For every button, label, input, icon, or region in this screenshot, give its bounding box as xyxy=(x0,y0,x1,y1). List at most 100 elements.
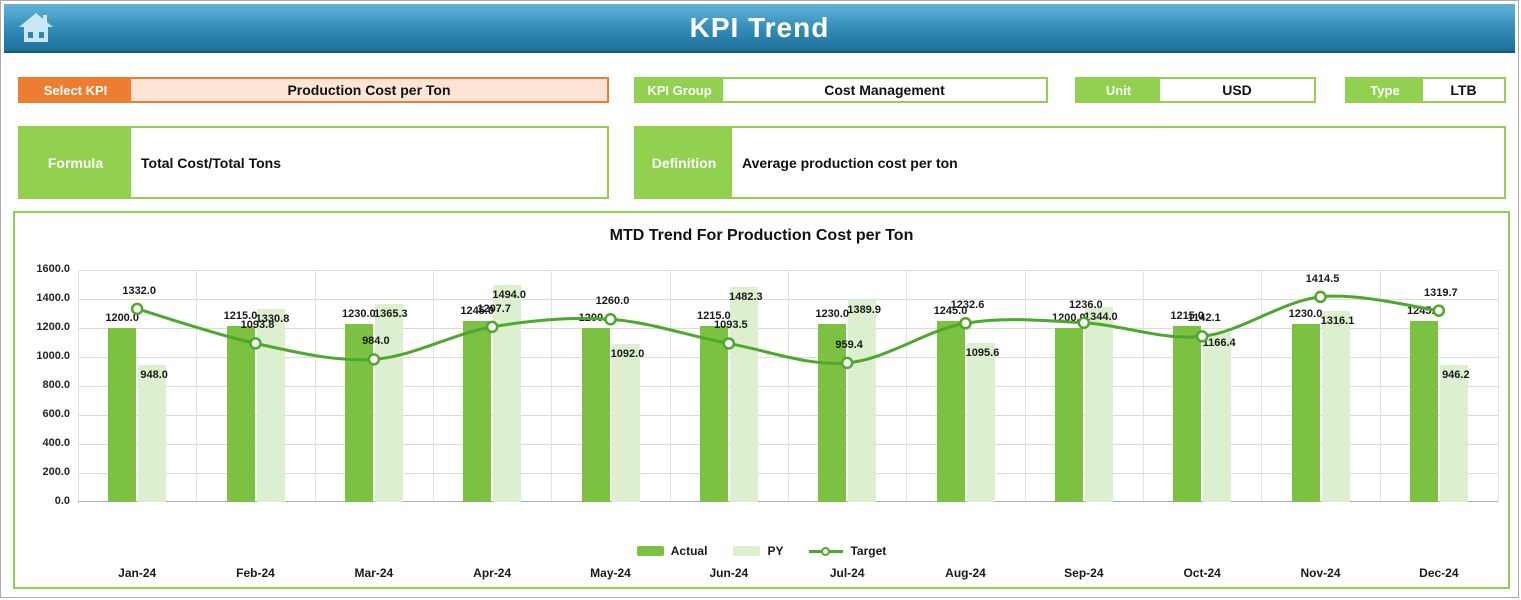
x-axis-category-label: Aug-24 xyxy=(945,566,986,580)
py-value-label: 1095.6 xyxy=(965,347,1000,360)
target-marker xyxy=(1195,330,1209,343)
legend-item-py: PY xyxy=(733,544,783,558)
chart-legend: Actual PY Target xyxy=(15,544,1508,558)
actual-bar xyxy=(699,325,728,502)
select-kpi-value[interactable]: Production Cost per Ton xyxy=(131,79,607,101)
definition-field: Definition Average production cost per t… xyxy=(634,126,1506,199)
y-axis-tick-label: 1200.0 xyxy=(36,321,70,333)
unit-label: Unit xyxy=(1077,79,1160,101)
target-value-label: 1207.7 xyxy=(477,302,511,315)
y-axis-tick-label: 600.0 xyxy=(42,408,70,420)
y-axis-tick-label: 1400.0 xyxy=(36,292,70,304)
target-marker xyxy=(722,337,736,350)
target-value-label: 1142.1 xyxy=(1187,312,1221,325)
actual-bar xyxy=(344,323,373,502)
py-value-label: 1092.0 xyxy=(610,347,645,360)
x-axis-category-label: Mar-24 xyxy=(354,566,394,580)
vertical-gridline xyxy=(788,270,789,502)
x-axis-category-label: Jul-24 xyxy=(829,566,865,580)
py-bar xyxy=(374,304,403,502)
actual-value-label: 1230.0 xyxy=(342,307,376,320)
kpi-trend-chart-panel: MTD Trend For Production Cost per Ton 0.… xyxy=(13,211,1510,589)
y-axis-tick-label: 0.0 xyxy=(54,495,70,507)
actual-bar xyxy=(226,325,255,502)
target-marker xyxy=(1314,290,1327,304)
actual-bar xyxy=(818,323,847,502)
actual-bar xyxy=(1054,328,1083,502)
actual-value-label: 1230.0 xyxy=(1288,307,1323,320)
target-value-label: 1093.8 xyxy=(240,319,275,332)
y-axis-tick-label: 1000.0 xyxy=(36,350,70,362)
py-bar xyxy=(1084,307,1113,502)
target-marker xyxy=(1432,304,1446,317)
x-axis-category-label: Oct-24 xyxy=(1183,566,1221,580)
actual-value-label: 1215.0 xyxy=(697,309,731,322)
actual-value-label: 1245.0 xyxy=(460,305,494,318)
actual-legend-swatch xyxy=(636,546,664,556)
actual-bar xyxy=(463,321,492,502)
target-marker xyxy=(1077,316,1091,330)
x-axis-line xyxy=(78,501,1498,502)
py-value-label: 1494.0 xyxy=(492,289,526,302)
select-kpi-field: Select KPI Production Cost per Ton xyxy=(18,77,609,103)
formula-label: Formula xyxy=(20,128,131,197)
target-legend-label: Target xyxy=(850,544,887,558)
vertical-gridline xyxy=(1261,270,1263,502)
target-marker xyxy=(130,302,144,316)
py-bar xyxy=(1439,364,1468,502)
vertical-gridline xyxy=(78,270,79,502)
y-axis-tick-label: 1600.0 xyxy=(36,263,70,275)
target-legend-marker xyxy=(809,546,844,557)
py-bar xyxy=(966,343,995,502)
type-field: Type LTB xyxy=(1345,77,1506,103)
x-axis-category-label: Jun-24 xyxy=(709,566,749,580)
y-axis-tick-label: 400.0 xyxy=(42,437,70,449)
py-value-label: 1344.0 xyxy=(1084,311,1118,324)
target-value-label: 1236.0 xyxy=(1069,298,1103,311)
y-axis-tick-label: 800.0 xyxy=(42,379,70,391)
header-bar: KPI Trend xyxy=(4,4,1515,53)
py-bar xyxy=(1321,311,1350,502)
home-icon xyxy=(19,13,53,42)
vertical-gridline xyxy=(314,270,316,502)
py-value-label: 1365.3 xyxy=(374,308,408,321)
x-axis-category-label: May-24 xyxy=(590,566,631,580)
plot-area: 0.0 200.0 400.0 600.0 800.0 1000.0 1200.0 1400.… xyxy=(36,263,1499,580)
x-axis-category-label: Nov-24 xyxy=(1300,566,1341,580)
vertical-gridline xyxy=(669,270,671,502)
py-value-label: 948.0 xyxy=(140,368,168,381)
legend-item-target: Target xyxy=(809,544,886,558)
target-line xyxy=(136,294,1440,365)
actual-value-label: 1200.0 xyxy=(105,312,139,324)
target-marker xyxy=(604,313,617,326)
unit-value: USD xyxy=(1160,79,1314,101)
py-bar xyxy=(611,343,640,502)
target-line-series xyxy=(130,290,1446,370)
kpi-group-field: KPI Group Cost Management xyxy=(634,77,1048,103)
target-value-label: 1319.7 xyxy=(1424,286,1458,299)
target-value-label: 1260.0 xyxy=(595,295,630,308)
actual-bar xyxy=(936,321,965,502)
py-value-label: 1330.8 xyxy=(255,313,290,326)
target-marker xyxy=(485,320,499,334)
py-bar xyxy=(1203,332,1232,502)
py-value-label: 1316.1 xyxy=(1320,315,1355,328)
home-button[interactable] xyxy=(16,10,56,48)
py-value-label: 1389.9 xyxy=(847,304,881,317)
formula-field: Formula Total Cost/Total Tons xyxy=(18,126,609,199)
definition-value: Average production cost per ton xyxy=(732,128,1504,197)
py-bar xyxy=(138,364,167,502)
actual-bar xyxy=(581,328,610,502)
y-axis-tick-label: 200.0 xyxy=(42,466,70,478)
py-bar xyxy=(729,287,758,502)
formula-value: Total Cost/Total Tons xyxy=(131,128,607,197)
vertical-gridline xyxy=(196,270,198,502)
target-value-label: 1332.0 xyxy=(122,284,156,297)
py-legend-label: PY xyxy=(767,544,784,558)
vertical-gridline xyxy=(1379,270,1381,502)
target-marker xyxy=(249,337,262,350)
x-axis-category-label: Sep-24 xyxy=(1064,566,1104,580)
actual-value-label: 1230.0 xyxy=(815,307,849,320)
actual-legend-label: Actual xyxy=(670,544,708,558)
